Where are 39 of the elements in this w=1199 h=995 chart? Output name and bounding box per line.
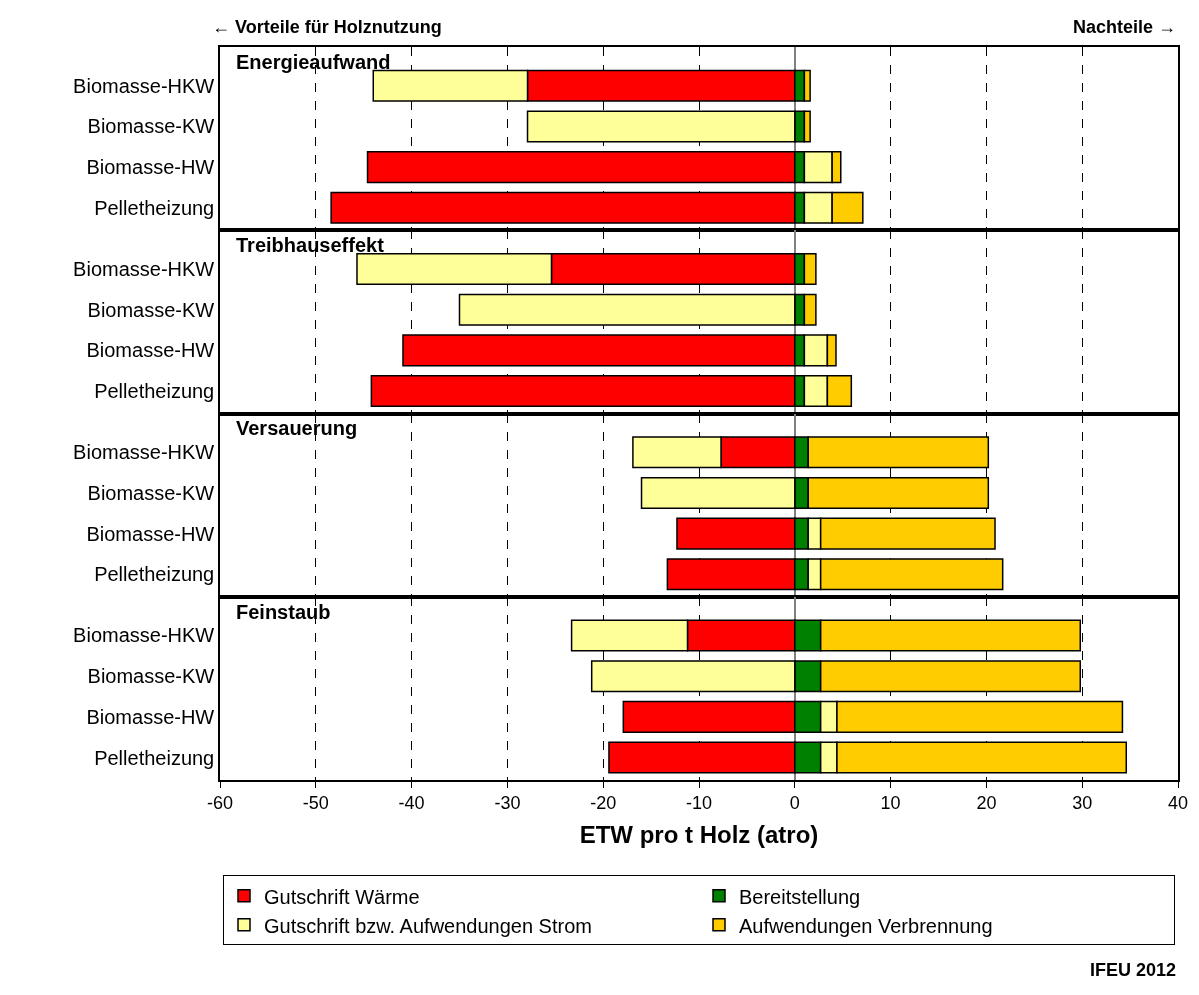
x-tick-label: 0	[789, 793, 800, 814]
legend-label: Bereitstellung	[739, 885, 861, 908]
x-tick-label: -40	[398, 793, 425, 814]
y-tick-label: Biomasse-HW	[86, 156, 215, 179]
legend-label: Gutschrift bzw. Aufwendungen Strom	[264, 914, 592, 937]
x-tick-label: 40	[1167, 793, 1189, 814]
y-tick-label: Pelletheizung	[94, 563, 215, 586]
x-tick-label: -30	[494, 793, 521, 814]
x-tick-label: 20	[976, 793, 997, 814]
legend-label: Aufwendungen Verbrennung	[739, 914, 993, 937]
x-tick-label: -60	[206, 793, 234, 814]
text: Nachteile →	[1073, 17, 1177, 37]
y-tick-label: Biomasse-HKW	[73, 624, 215, 647]
y-tick-label: Biomasse-HKW	[73, 257, 215, 280]
y-tick-label: Biomasse-HKW	[73, 74, 215, 97]
x-tick-label: 10	[880, 793, 901, 814]
y-tick-label: Pelletheizung	[94, 196, 215, 219]
y-tick-label: Biomasse-KW	[87, 665, 215, 688]
x-tick-label: -20	[590, 793, 617, 814]
chart-title: Energieaufwand	[236, 51, 391, 73]
chart-title: Treibhauseffekt	[236, 234, 385, 256]
y-tick-label: Biomasse-KW	[87, 115, 215, 138]
chart-title: Versauerung	[236, 417, 358, 439]
x-tick-label: -10	[685, 793, 713, 814]
chart-title: Feinstaub	[236, 601, 331, 623]
y-tick-label: Biomasse-HW	[86, 339, 215, 362]
y-tick-label: Pelletheizung	[94, 746, 215, 769]
y-tick-label: Pelletheizung	[94, 380, 215, 403]
y-tick-label: Biomasse-HW	[86, 705, 215, 728]
x-axis-title: ETW pro t Holz (atro)	[579, 821, 819, 849]
y-tick-label: Biomasse-HW	[86, 522, 215, 545]
y-tick-label: Biomasse-KW	[87, 298, 215, 321]
y-tick-label: Biomasse-KW	[87, 481, 215, 504]
text: IFEU 2012	[1090, 960, 1177, 980]
text: ← Vorteile für Holznutzung	[212, 17, 442, 37]
y-tick-label: Biomasse-HKW	[73, 441, 215, 464]
x-tick-label: -50	[302, 793, 329, 814]
x-tick-label: 30	[1072, 793, 1093, 814]
legend-label: Gutschrift Wärme	[264, 885, 420, 908]
